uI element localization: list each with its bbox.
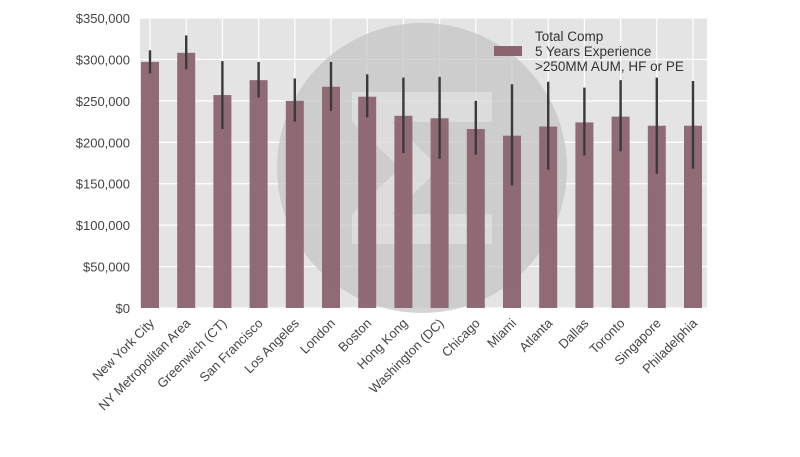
bar: [285, 100, 304, 308]
y-tick-label: $300,000: [76, 52, 130, 67]
bar: [466, 129, 485, 308]
bar: [503, 135, 521, 308]
bar: [358, 96, 377, 308]
legend-label-line-1: Total Comp: [535, 29, 603, 44]
x-tick-label: Atlanta: [516, 315, 556, 355]
bar: [430, 118, 449, 308]
legend: Total Comp 5 Years Experience >250MM AUM…: [494, 29, 684, 74]
legend-label-line-2: 5 Years Experience: [535, 44, 651, 59]
y-tick-label: $250,000: [76, 94, 130, 109]
bar: [684, 125, 702, 308]
y-tick-label: $0: [116, 301, 130, 316]
bar: [575, 122, 594, 309]
y-tick-label: $50,000: [83, 260, 130, 275]
legend-swatch: [494, 46, 522, 56]
bar: [141, 61, 159, 308]
x-tick-label: London: [297, 316, 338, 357]
y-tick-label: $100,000: [76, 218, 130, 233]
bar: [394, 115, 413, 309]
bar: [647, 125, 666, 308]
y-tick-label: $350,000: [76, 11, 130, 26]
watermark-logo: [277, 23, 567, 313]
bar: [611, 116, 630, 308]
x-tick-label: Miami: [484, 315, 519, 350]
bar: [249, 80, 268, 309]
x-tick-label: New York City: [89, 315, 157, 383]
bar: [322, 86, 340, 309]
y-tick-label: $150,000: [76, 177, 130, 192]
y-tick-label: $200,000: [76, 135, 130, 150]
x-tick-label: Chicago: [439, 316, 483, 360]
bar: [213, 95, 232, 308]
bar: [539, 126, 558, 309]
legend-label-line-3: >250MM AUM, HF or PE: [535, 59, 684, 74]
bar: [177, 52, 196, 308]
